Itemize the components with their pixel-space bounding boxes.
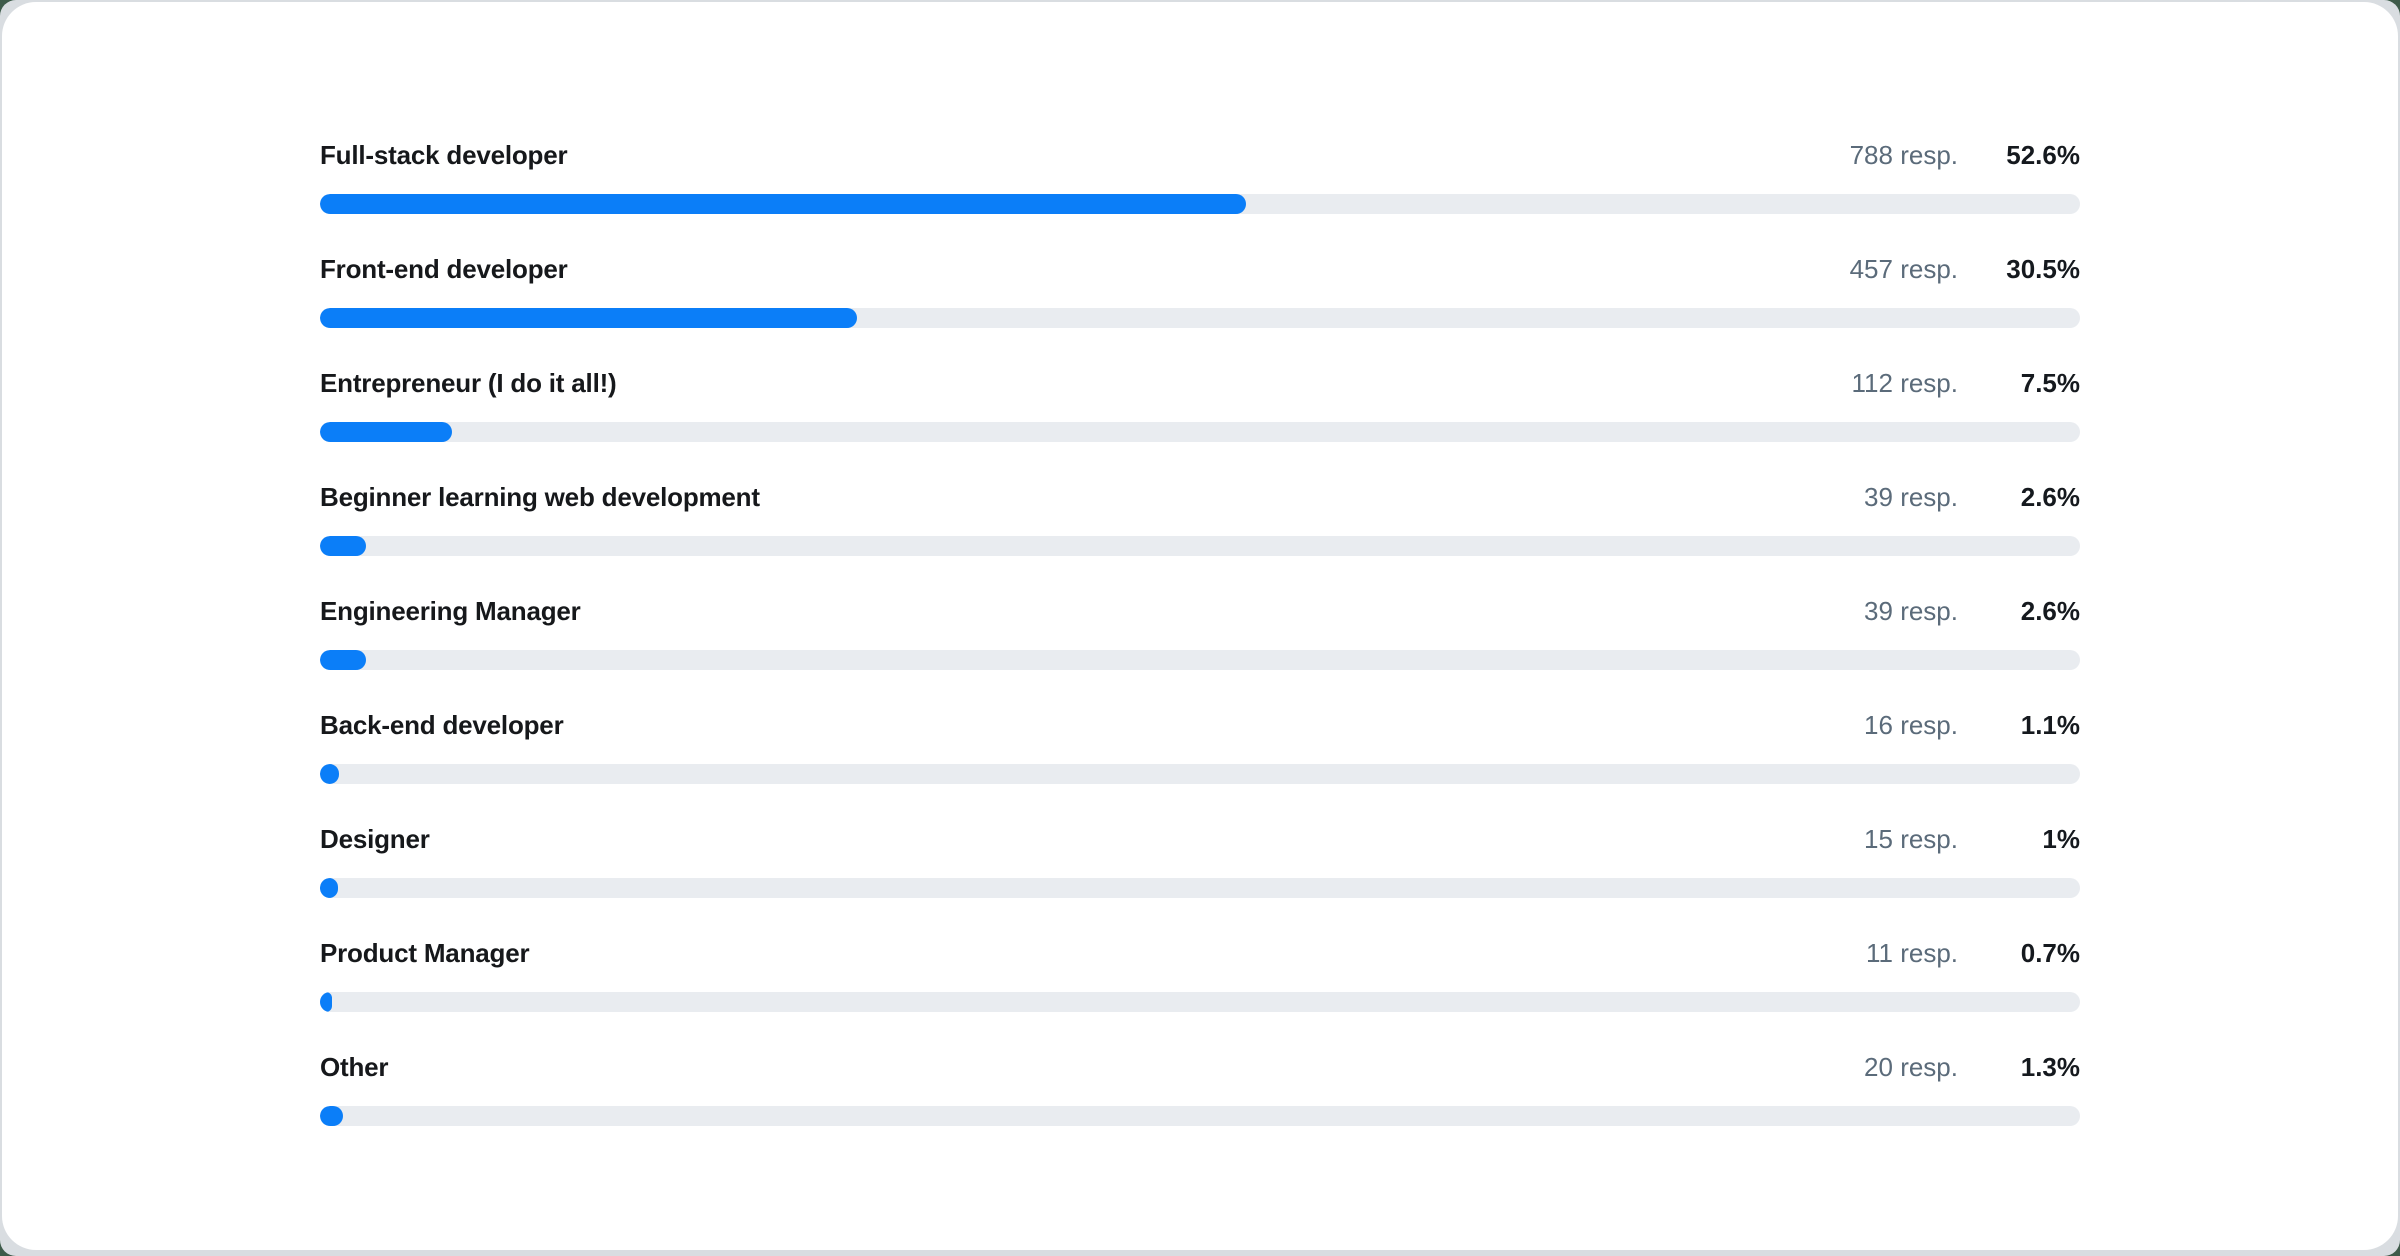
category-label: Entrepreneur (I do it all!) (320, 367, 617, 398)
bar-track (320, 878, 2080, 898)
bar-track (320, 308, 2080, 328)
bar-fill (320, 764, 340, 784)
bar-track (320, 650, 2080, 670)
percent-value: 7.5% (2020, 367, 2080, 398)
response-count: 11 resp. (1865, 937, 1958, 968)
percent-value: 52.6% (2006, 139, 2080, 170)
bar-track (320, 992, 2080, 1012)
chart-row-header: Product Manager 11 resp. 0.7% (320, 937, 2080, 969)
bar-chart: Full-stack developer 788 resp. 52.6% Fro… (320, 139, 2080, 1126)
chart-row-header: Front-end developer 457 resp. 30.5% (320, 253, 2080, 285)
bar-fill (320, 536, 366, 556)
response-count: 20 resp. (1864, 1051, 1958, 1082)
percent-value: 1% (2042, 823, 2080, 854)
bar-fill (320, 1106, 343, 1126)
percent-value: 30.5% (2006, 253, 2080, 284)
category-label: Product Manager (320, 937, 530, 968)
response-count: 39 resp. (1864, 595, 1958, 626)
category-label: Other (320, 1051, 389, 1082)
bar-track (320, 1106, 2080, 1126)
chart-row-header: Back-end developer 16 resp. 1.1% (320, 709, 2080, 741)
bar-track (320, 422, 2080, 442)
response-count: 39 resp. (1864, 481, 1958, 512)
category-label: Front-end developer (320, 253, 568, 284)
bar-track (320, 536, 2080, 556)
chart-row-header: Full-stack developer 788 resp. 52.6% (320, 139, 2080, 171)
bar-fill (320, 422, 452, 442)
category-label: Full-stack developer (320, 139, 568, 170)
chart-row-header: Entrepreneur (I do it all!) 112 resp. 7.… (320, 367, 2080, 399)
chart-row: Engineering Manager 39 resp. 2.6% (320, 595, 2080, 670)
bar-fill (320, 194, 1246, 214)
chart-row: Product Manager 11 resp. 0.7% (320, 937, 2080, 1012)
chart-row: Back-end developer 16 resp. 1.1% (320, 709, 2080, 784)
chart-row-header: Engineering Manager 39 resp. 2.6% (320, 595, 2080, 627)
bar-fill (320, 878, 338, 898)
chart-row-header: Beginner learning web development 39 res… (320, 481, 2080, 513)
percent-value: 2.6% (2020, 595, 2080, 626)
bar-track (320, 194, 2080, 214)
chart-row: Full-stack developer 788 resp. 52.6% (320, 139, 2080, 214)
percent-value: 1.3% (2020, 1051, 2080, 1082)
percent-value: 0.7% (2020, 937, 2080, 968)
chart-row: Other 20 resp. 1.3% (320, 1051, 2080, 1126)
response-count: 15 resp. (1864, 823, 1958, 854)
chart-row: Beginner learning web development 39 res… (320, 481, 2080, 556)
chart-row: Front-end developer 457 resp. 30.5% (320, 253, 2080, 328)
chart-row-header: Other 20 resp. 1.3% (320, 1051, 2080, 1083)
response-count: 16 resp. (1864, 709, 1958, 740)
response-count: 788 resp. (1849, 139, 1958, 170)
category-label: Engineering Manager (320, 595, 581, 626)
category-label: Designer (320, 823, 430, 854)
chart-row: Designer 15 resp. 1% (320, 823, 2080, 898)
chart-row-header: Designer 15 resp. 1% (320, 823, 2080, 855)
chart-row: Entrepreneur (I do it all!) 112 resp. 7.… (320, 367, 2080, 442)
percent-value: 2.6% (2020, 481, 2080, 512)
category-label: Back-end developer (320, 709, 564, 740)
response-count: 457 resp. (1849, 253, 1958, 284)
bar-track (320, 764, 2080, 784)
bar-fill (320, 308, 857, 328)
response-count: 112 resp. (1851, 367, 1958, 398)
category-label: Beginner learning web development (320, 481, 760, 512)
percent-value: 1.1% (2020, 709, 2080, 740)
bar-fill (320, 650, 366, 670)
bar-fill (320, 992, 333, 1012)
